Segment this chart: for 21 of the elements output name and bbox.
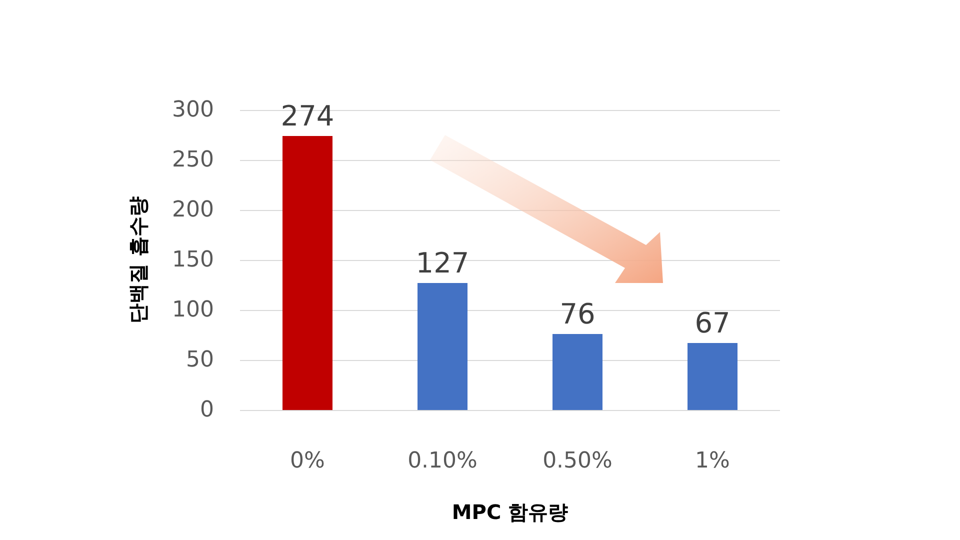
- y-tick-label: 0: [200, 398, 214, 422]
- bar: [418, 283, 468, 410]
- y-tick-label: 200: [172, 198, 214, 222]
- data-label: 76: [560, 298, 596, 330]
- y-tick-label: 100: [172, 298, 214, 322]
- y-tick-label: 300: [172, 98, 214, 122]
- y-tick-label: 250: [172, 148, 214, 172]
- x-tick-label: 0%: [290, 448, 325, 474]
- x-axis-title: MPC 함유량: [452, 500, 568, 524]
- y-tick-label: 150: [172, 248, 214, 272]
- y-tick-label: 50: [186, 348, 214, 372]
- bar: [688, 343, 738, 410]
- x-tick-label: 0.50%: [542, 448, 612, 474]
- bar: [552, 334, 602, 410]
- bar: [282, 136, 332, 410]
- y-axis-title: 단백질 흡수량: [126, 196, 150, 324]
- x-tick-label: 0.10%: [408, 448, 478, 474]
- data-label: 67: [694, 306, 730, 340]
- data-label: 274: [280, 100, 334, 132]
- data-label: 127: [416, 246, 470, 280]
- x-tick-label: 1%: [695, 448, 730, 474]
